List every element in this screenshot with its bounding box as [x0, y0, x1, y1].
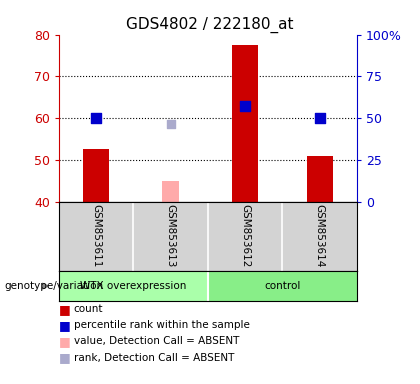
Bar [59, 271, 208, 301]
Point [316, 115, 323, 121]
Text: GSM853612: GSM853612 [240, 204, 250, 268]
Text: GDS4802 / 222180_at: GDS4802 / 222180_at [126, 17, 294, 33]
Text: ■: ■ [59, 303, 71, 316]
Text: count: count [74, 304, 103, 314]
Text: ■: ■ [59, 319, 71, 332]
Text: GSM853611: GSM853611 [91, 204, 101, 268]
Point [242, 103, 249, 109]
Text: WTX overexpression: WTX overexpression [80, 281, 186, 291]
Point [93, 115, 100, 121]
Text: genotype/variation: genotype/variation [4, 281, 103, 291]
Text: GSM853613: GSM853613 [165, 204, 176, 268]
Text: ■: ■ [59, 351, 71, 364]
Text: GSM853614: GSM853614 [315, 204, 325, 268]
Bar [83, 149, 109, 202]
Text: control: control [264, 281, 301, 291]
Text: percentile rank within the sample: percentile rank within the sample [74, 320, 249, 330]
Text: rank, Detection Call = ABSENT: rank, Detection Call = ABSENT [74, 353, 234, 362]
Bar [162, 181, 179, 202]
Text: value, Detection Call = ABSENT: value, Detection Call = ABSENT [74, 336, 239, 346]
Text: ■: ■ [59, 335, 71, 348]
Bar [208, 271, 357, 301]
Bar [232, 45, 258, 202]
Point [167, 121, 174, 127]
Bar [307, 156, 333, 202]
